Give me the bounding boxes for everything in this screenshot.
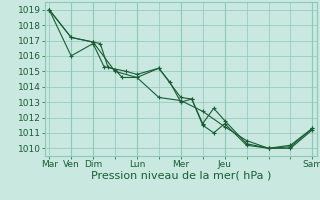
X-axis label: Pression niveau de la mer( hPa ): Pression niveau de la mer( hPa ) bbox=[91, 171, 271, 181]
